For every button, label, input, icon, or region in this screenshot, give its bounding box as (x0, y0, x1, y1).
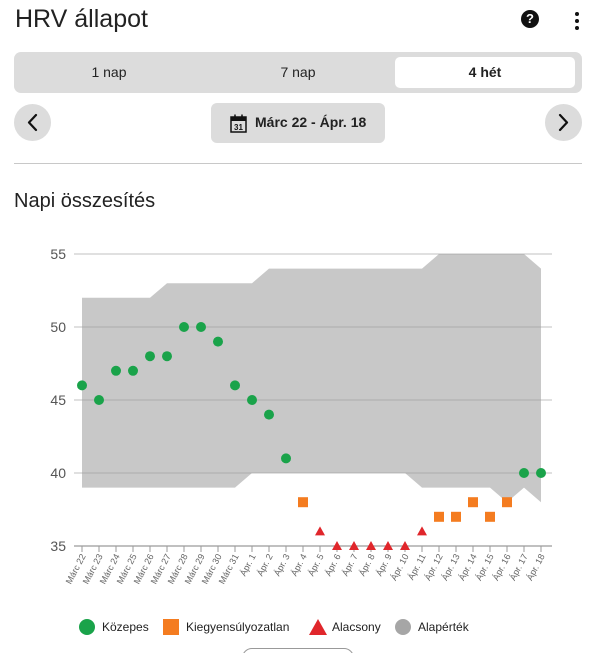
data-point-unbalanced (451, 511, 461, 522)
more-vertical-icon[interactable] (568, 8, 586, 34)
range-tabs: 1 nap 7 nap 4 hét (14, 52, 582, 93)
data-point-low (332, 541, 342, 550)
legend-square-orange-icon (163, 619, 179, 635)
data-point-medium (519, 468, 529, 478)
data-point-medium (94, 395, 104, 405)
data-point-medium (264, 409, 274, 420)
tab-7-days[interactable]: 7 nap (280, 64, 316, 80)
data-point-medium (247, 395, 257, 405)
legend-circle-gray-icon (395, 619, 411, 635)
data-point-medium (281, 453, 291, 464)
data-point-low (417, 526, 427, 536)
data-point-medium (213, 336, 223, 347)
y-tick-label: 35 (50, 538, 66, 554)
page-title: HRV állapot (15, 5, 148, 33)
y-tick-label: 50 (50, 319, 66, 335)
question-circle-icon[interactable]: ? (521, 10, 539, 28)
data-point-low (383, 541, 393, 550)
y-tick-label: 40 (50, 465, 66, 481)
calendar-icon: 31 (230, 114, 247, 133)
data-point-medium (77, 380, 87, 391)
data-point-medium (128, 365, 138, 376)
legend-label: Alacsony (332, 620, 381, 634)
data-point-low (315, 526, 325, 536)
data-point-medium (111, 365, 121, 376)
data-point-medium (230, 380, 240, 391)
calendar-day: 31 (234, 123, 243, 132)
data-point-unbalanced (485, 511, 495, 522)
bottom-button-partial[interactable] (242, 648, 354, 653)
chevron-right-icon (558, 113, 569, 132)
data-point-low (366, 541, 376, 550)
next-period-button[interactable] (545, 104, 582, 141)
tab-1-day[interactable]: 1 nap (91, 64, 127, 80)
legend-circle-green-icon (79, 619, 95, 635)
legend-label: Alapérték (418, 620, 469, 634)
previous-period-button[interactable] (14, 104, 51, 141)
data-point-medium (179, 322, 189, 332)
data-point-medium (162, 351, 172, 362)
data-point-low (349, 541, 359, 550)
divider (14, 163, 582, 164)
date-range-selector[interactable]: 31 Márc 22 - Ápr. 18 (211, 103, 385, 143)
data-point-medium (536, 468, 546, 478)
data-point-low (400, 541, 410, 550)
data-point-medium (196, 322, 206, 332)
legend-label: Közepes (102, 620, 149, 634)
chevron-left-icon (27, 113, 38, 132)
tab-4-weeks[interactable]: 4 hét (395, 57, 575, 88)
y-tick-label: 45 (50, 392, 66, 408)
baseline-band (82, 254, 541, 503)
legend-label: Kiegyensúlyozatlan (186, 620, 290, 634)
section-title: Napi összesítés (14, 190, 156, 212)
legend-triangle-red-icon (309, 619, 327, 635)
date-range-label: Márc 22 - Ápr. 18 (255, 114, 367, 130)
data-point-unbalanced (298, 497, 308, 508)
data-point-medium (145, 351, 155, 362)
y-tick-label: 55 (50, 246, 66, 262)
data-point-unbalanced (468, 497, 478, 508)
app-header: HRV állapot ? (0, 0, 589, 42)
data-point-unbalanced (434, 511, 444, 522)
data-point-unbalanced (502, 497, 512, 508)
